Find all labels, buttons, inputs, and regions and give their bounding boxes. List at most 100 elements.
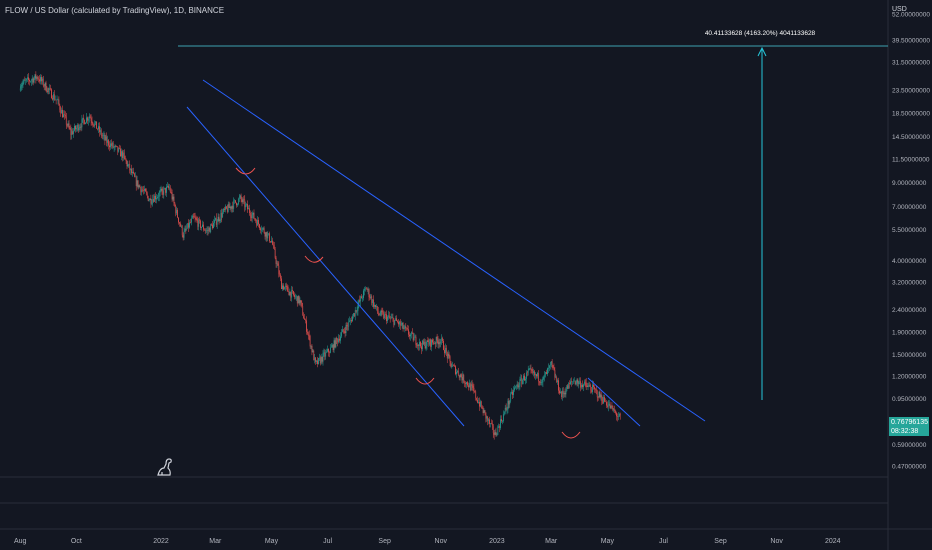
- candle-body: [549, 365, 550, 369]
- y-axis[interactable]: 52.00000000 39.50000000 31.50000000 23.5000…: [892, 11, 930, 470]
- candle-body: [410, 334, 411, 337]
- candle-body: [449, 356, 451, 362]
- candle-body: [500, 419, 501, 429]
- candle-body: [552, 365, 554, 368]
- candle-body: [56, 99, 58, 101]
- candle-body: [121, 151, 122, 157]
- candle-body: [583, 384, 584, 388]
- candle-body: [398, 321, 399, 325]
- y-tick-label: 0.95000000: [892, 396, 927, 403]
- candle-body: [209, 228, 211, 233]
- candle-body: [239, 195, 241, 198]
- candle-body: [129, 164, 131, 171]
- candle-body: [352, 316, 353, 322]
- candle-body: [422, 340, 424, 345]
- candle-body: [53, 94, 55, 100]
- candle-body: [211, 224, 212, 225]
- candle-body: [177, 209, 178, 218]
- x-tick-label: Mar: [209, 538, 222, 545]
- currency-label: USD: [892, 6, 907, 13]
- candle-body: [305, 319, 306, 321]
- candle-body: [236, 202, 237, 206]
- candle-body: [603, 397, 605, 404]
- bottom-arc-3: [415, 377, 435, 385]
- candle-body: [335, 337, 337, 348]
- candle-body: [238, 197, 240, 199]
- x-axis[interactable]: Aug Oct 2022 Mar May Jul Sep Nov 2023 Mar May Jul Se…: [14, 538, 841, 545]
- candle-body: [321, 356, 323, 362]
- candle-body: [231, 205, 233, 209]
- candle-body: [74, 125, 75, 131]
- candle-body: [93, 124, 95, 126]
- candle-body: [44, 82, 46, 87]
- candle-body: [268, 233, 270, 235]
- candle-body: [247, 204, 248, 210]
- candle-body: [47, 88, 49, 92]
- candle-body: [572, 381, 573, 383]
- candle-body: [328, 348, 329, 353]
- candle-body: [31, 78, 33, 81]
- candle-body: [529, 368, 531, 370]
- candle-body: [203, 224, 204, 230]
- candle-body: [215, 217, 217, 225]
- candle-body: [80, 126, 82, 128]
- candle-body: [176, 209, 178, 214]
- candle-body: [527, 370, 529, 373]
- candle-body: [345, 325, 347, 334]
- candle-body: [157, 196, 159, 198]
- candle-body: [94, 123, 96, 126]
- candle-body: [385, 314, 386, 315]
- candle-body: [118, 148, 120, 152]
- candle-body: [617, 416, 618, 417]
- candle-body: [120, 148, 121, 157]
- candle-body: [341, 329, 343, 333]
- candle-body: [204, 230, 206, 231]
- candle-body: [295, 296, 297, 297]
- candle-body: [330, 346, 332, 348]
- symbol-title[interactable]: FLOW / US Dollar (calculated by TradingV…: [5, 6, 225, 15]
- candle-body: [343, 331, 345, 332]
- candle-body: [557, 380, 558, 383]
- candle-body: [377, 311, 379, 315]
- candle-body: [514, 386, 516, 388]
- candle-body: [182, 235, 184, 238]
- candle-body: [110, 143, 111, 148]
- candle-body: [493, 433, 495, 435]
- candle-body: [411, 332, 413, 334]
- y-tick-label: 4.00000000: [892, 258, 927, 265]
- candle-body: [260, 230, 262, 231]
- candle-body: [607, 404, 609, 407]
- candle-body: [546, 372, 547, 375]
- candle-body: [409, 334, 410, 337]
- candle-body: [550, 361, 552, 364]
- candle-body: [429, 339, 431, 345]
- x-tick-label: 2022: [153, 538, 169, 545]
- candle-body: [354, 310, 356, 317]
- candle-body: [498, 426, 500, 427]
- candle-body: [76, 127, 77, 130]
- candle-body: [367, 289, 369, 291]
- tradingview-dino-icon[interactable]: [155, 455, 175, 477]
- candle-body: [28, 77, 29, 80]
- candle-body: [441, 338, 443, 341]
- candle-body: [171, 192, 173, 200]
- candle-body: [465, 383, 466, 385]
- candle-body: [494, 432, 496, 435]
- candle-body: [194, 217, 196, 219]
- candle-body: [303, 315, 305, 319]
- candle-body: [50, 88, 51, 90]
- candle-body: [478, 401, 479, 403]
- candle-body: [431, 339, 432, 347]
- candle-body: [587, 385, 589, 387]
- candle-body: [558, 380, 559, 391]
- last-price-value: 0.76796135: [891, 419, 928, 426]
- candle-body: [619, 413, 621, 416]
- candle-body: [337, 339, 339, 343]
- candle-body: [511, 391, 512, 394]
- candle-body: [455, 366, 456, 375]
- candle-body: [507, 400, 509, 410]
- trendlines: [178, 45, 888, 439]
- candle-body: [372, 299, 374, 304]
- candle-body: [579, 381, 581, 383]
